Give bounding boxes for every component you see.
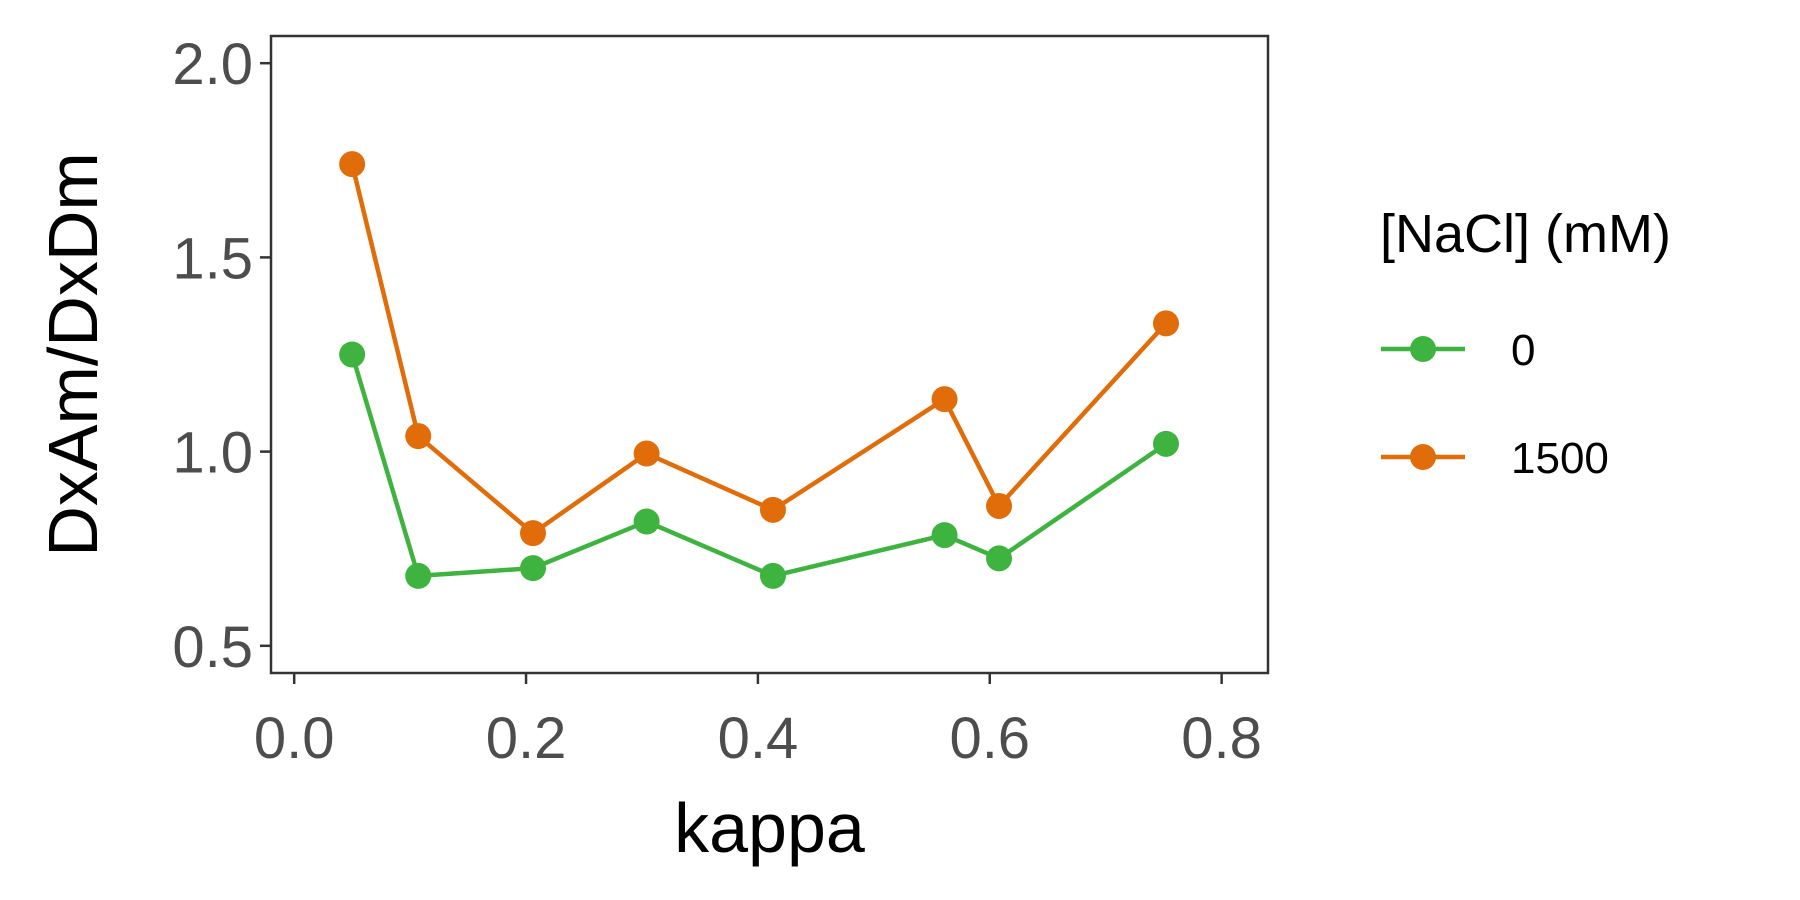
legend-item: 0 <box>1381 326 1535 375</box>
x-axis-title: kappa <box>674 789 865 867</box>
data-point <box>520 520 547 547</box>
legend-key-point <box>1410 444 1436 470</box>
data-point <box>931 522 958 549</box>
series-layer <box>339 151 1179 589</box>
legend-key-point <box>1410 336 1436 362</box>
legend: [NaCl] (mM) 0 1500 <box>1380 204 1671 483</box>
y-tick-label: 2.0 <box>172 32 253 97</box>
legend-item: 1500 <box>1381 434 1609 483</box>
x-tick-label: 0.8 <box>1181 706 1262 771</box>
series-line <box>349 163 1168 536</box>
data-point <box>986 492 1013 519</box>
x-tick-label: 0.6 <box>949 706 1030 771</box>
data-point <box>931 386 958 413</box>
data-point <box>633 508 660 535</box>
x-tick-label: 0.4 <box>718 706 799 771</box>
data-point <box>633 440 660 467</box>
legend-items: 0 1500 <box>1381 326 1609 483</box>
legend-label: 0 <box>1511 326 1535 375</box>
x-axis: 0.0 0.2 0.4 0.6 0.8 <box>254 673 1262 771</box>
y-tick-label: 0.5 <box>172 615 253 680</box>
data-point <box>1152 310 1179 337</box>
data-point <box>405 423 432 450</box>
x-tick-label: 0.2 <box>486 706 567 771</box>
data-point <box>520 555 547 582</box>
data-point <box>759 496 786 523</box>
data-point <box>339 341 366 368</box>
y-axis: 0.5 1.0 1.5 2.0 <box>172 32 271 680</box>
series-0 <box>339 341 1179 589</box>
y-axis-title: DxAm/DxDm <box>34 152 112 556</box>
legend-label: 1500 <box>1511 434 1609 483</box>
data-point <box>1152 430 1179 457</box>
data-point <box>759 562 786 589</box>
legend-title: [NaCl] (mM) <box>1380 204 1671 264</box>
series-1500 <box>339 151 1179 547</box>
y-tick-label: 1.0 <box>172 421 253 486</box>
data-point <box>405 562 432 589</box>
y-tick-label: 1.5 <box>172 226 253 291</box>
data-point <box>986 545 1013 572</box>
data-point <box>339 151 366 178</box>
x-tick-label: 0.0 <box>254 706 335 771</box>
